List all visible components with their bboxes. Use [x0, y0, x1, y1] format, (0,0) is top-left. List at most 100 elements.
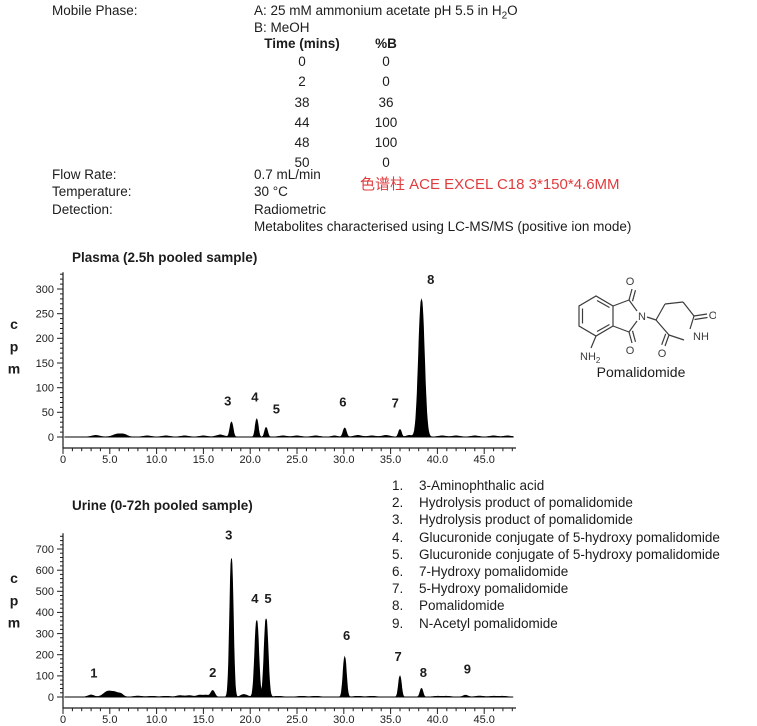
amine-label: NH2: [580, 351, 601, 365]
flow-rate-value: 0.7 mL/min: [254, 167, 321, 182]
peak-label: 8: [427, 272, 434, 287]
x-tick-label: 0: [60, 454, 66, 466]
peak-label: 5: [264, 591, 271, 606]
legend-item-number: 4.: [392, 529, 404, 545]
y-tick-label: 500: [36, 586, 54, 598]
oxygen-label: O: [658, 348, 667, 360]
legend-item-text: Hydrolysis product of pomalidomide: [419, 512, 633, 528]
gradient-pctb-cell: 100: [374, 114, 398, 130]
y-tick-label: 100: [36, 671, 54, 683]
y-tick-label: 50: [42, 407, 54, 419]
gradient-col-b-header: %B: [375, 36, 397, 51]
peak-label: 4: [251, 390, 259, 405]
x-tick-label: 5.0: [102, 454, 117, 466]
column-annotation: 色谱柱 ACE EXCEL C18 3*150*4.6MM: [360, 176, 620, 193]
x-tick-label: 45.0: [473, 714, 494, 726]
mobile-phase-a-text: A: 25 mM ammonium acetate pH 5.5 in H: [254, 3, 502, 18]
x-tick-label: 25.0: [286, 454, 307, 466]
gradient-row: 48 100: [250, 133, 416, 153]
gradient-col-time-header: Time (mins): [264, 36, 340, 51]
structure-caption: Pomalidomide: [596, 364, 686, 380]
x-tick-label: 10.0: [146, 454, 167, 466]
gradient-row: 50 0: [250, 153, 416, 173]
legend-item-number: 7.: [392, 581, 404, 597]
y-tick-label: 300: [36, 628, 54, 640]
detection-value: Radiometric: [254, 202, 327, 217]
oxygen-label: O: [626, 276, 635, 288]
x-tick-label: 35.0: [380, 714, 401, 726]
x-tick-label: 35.0: [380, 454, 401, 466]
y-tick-label: 600: [36, 565, 54, 577]
gradient-time-cell: 2: [298, 74, 306, 90]
oxygen-label: O: [709, 310, 716, 322]
x-tick-label: 25.0: [286, 714, 307, 726]
legend-item-text: 3-Aminophthalic acid: [419, 478, 545, 493]
gradient-time-cell: 38: [294, 94, 310, 110]
y-tick-label: 400: [36, 607, 54, 619]
y-tick-label: 200: [36, 333, 54, 345]
gradient-pctb-cell: 0: [382, 54, 390, 69]
legend-item: 8. Pomalidomide: [392, 597, 720, 614]
legend-item-text: Glucuronide conjugate of 5-hydroxy pomal…: [419, 529, 720, 545]
peak-label: 3: [224, 393, 231, 408]
y-tick-label: 150: [36, 358, 54, 370]
nitrogen-label: N: [638, 311, 646, 323]
gradient-time-cell: 0: [298, 54, 306, 69]
y-tick-label: 100: [36, 383, 54, 395]
x-tick-label: 30.0: [333, 714, 354, 726]
plasma-y-axis-label: cpm: [6, 316, 22, 383]
gradient-pctb-cell: 0: [382, 155, 390, 171]
legend-item-text: Glucuronide conjugate of 5-hydroxy pomal…: [419, 546, 720, 562]
gradient-pctb-cell: 36: [378, 94, 394, 110]
x-tick-label: 40.0: [427, 714, 448, 726]
chromatogram-trace: [64, 298, 514, 438]
x-tick-label: 15.0: [193, 714, 214, 726]
flow-rate-label: Flow Rate:: [52, 167, 117, 182]
peak-label: 5: [273, 401, 280, 416]
gradient-time-cell: 44: [294, 114, 310, 130]
legend-item: 1. 3-Aminophthalic acid: [392, 477, 720, 494]
legend-item-number: 6.: [392, 563, 404, 579]
y-tick-label: 300: [36, 284, 54, 296]
y-tick-label: 250: [36, 309, 54, 321]
peak-label: 7: [392, 395, 399, 410]
detection-note: Metabolites characterised using LC-MS/MS…: [254, 219, 632, 234]
y-tick-label: 0: [48, 692, 54, 704]
legend-item: 2. Hydrolysis product of pomalidomide: [392, 494, 720, 511]
peak-label: 2: [209, 665, 216, 680]
urine-y-axis-label: cpm: [6, 570, 22, 637]
legend-item: 3. Hydrolysis product of pomalidomide: [392, 511, 720, 528]
temperature-label: Temperature:: [52, 184, 132, 199]
x-tick-label: 5.0: [102, 714, 117, 726]
h2o-subscript: 2: [501, 10, 508, 22]
gradient-time-cell: 48: [294, 135, 310, 151]
legend-item: 4. Glucuronide conjugate of 5-hydroxy pom…: [392, 529, 720, 546]
legend-item-text: N-Acetyl pomalidomide: [419, 615, 558, 631]
legend-item-text: Hydrolysis product of pomalidomide: [419, 495, 633, 511]
legend-item-number: 8.: [392, 598, 404, 614]
y-tick-label: 200: [36, 650, 54, 662]
peak-label: 6: [339, 394, 346, 409]
mobile-phase-label: Mobile Phase:: [52, 3, 138, 18]
legend-item: 9. N-Acetyl pomalidomide: [392, 615, 720, 632]
detection-label: Detection:: [52, 202, 113, 217]
chromatogram-trace: [64, 558, 514, 698]
axis-line: [62, 272, 516, 449]
legend-item-number: 1.: [392, 478, 404, 493]
legend-item-text: 7-Hydroxy pomalidomide: [419, 563, 569, 579]
peak-label: 4: [251, 591, 259, 606]
pomalidomide-structure: O O N NH2 O O NH: [578, 276, 716, 365]
peak-label: 8: [420, 665, 427, 680]
x-tick-label: 45.0: [473, 454, 494, 466]
plasma-chromatogram: 0 50 100 150 200 250 300 0 5.0 10.0 15.0 20.0 25.0 30…: [36, 272, 516, 466]
y-tick-label: 700: [36, 544, 54, 556]
metabolite-legend: 1. 3-Aminophthalic acid 2. Hydrolysis produ…: [392, 477, 720, 632]
legend-item: 7. 5-Hydroxy pomalidomide: [392, 580, 720, 597]
peak-label: 3: [225, 528, 232, 543]
urine-chart-title: Urine (0-72h pooled sample): [72, 498, 253, 513]
peak-label: 7: [394, 649, 401, 664]
